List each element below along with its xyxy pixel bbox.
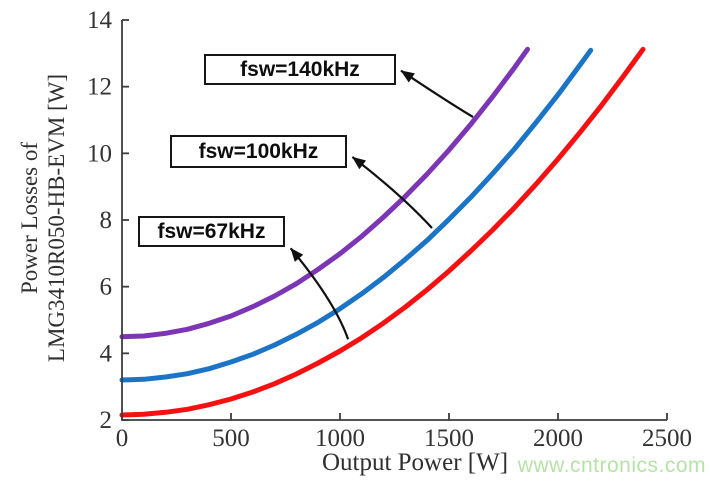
annotation-arrow-layer	[289, 69, 474, 340]
y-tick-label: 6	[100, 274, 113, 301]
y-axis-label-line1: Power Losses of	[17, 141, 42, 295]
x-tick-label: 1500	[424, 425, 474, 452]
y-tick-label: 8	[100, 207, 113, 234]
y-tick-label: 12	[87, 74, 112, 101]
annotation-box-fsw-140khz: fsw=140kHz	[203, 54, 396, 85]
series-curve-fsw-100khz	[119, 47, 594, 383]
x-tick-label: 2000	[533, 425, 583, 452]
y-tick-label: 14	[87, 7, 113, 34]
y-tick-label: 2	[100, 407, 113, 434]
x-tick-label: 1000	[315, 425, 365, 452]
x-tick-label: 500	[212, 425, 250, 452]
annotation-arrow-2	[289, 247, 350, 340]
y-axis-label: Power Losses of LMG3410R050-HB-EVM [W]	[15, 0, 71, 438]
tick-label-layer: 2 4 6 8 10 12 14 0 500 1000 1500 2000 2500	[87, 7, 692, 452]
annotation-arrow-0	[400, 69, 474, 118]
series-curve-fsw-140khz	[119, 46, 530, 340]
series-curve-fsw-67khz	[119, 46, 646, 418]
x-tick-label: 0	[116, 425, 129, 452]
y-axis-label-line2: LMG3410R050-HB-EVM [W]	[44, 73, 69, 363]
x-axis-label: Output Power [W]	[321, 449, 509, 476]
x-tick-label: 2500	[642, 425, 692, 452]
axes-layer	[121, 19, 668, 421]
annotation-box-fsw-67khz: fsw=67kHz	[137, 216, 286, 247]
y-tick-label: 4	[100, 340, 113, 367]
annotation-box-fsw-100khz: fsw=100kHz	[169, 135, 347, 168]
y-tick-label: 10	[87, 140, 112, 167]
watermark-text: www.cntronics.com	[517, 454, 706, 477]
curve-layer	[119, 46, 646, 418]
annotation-arrow-1	[351, 156, 433, 229]
